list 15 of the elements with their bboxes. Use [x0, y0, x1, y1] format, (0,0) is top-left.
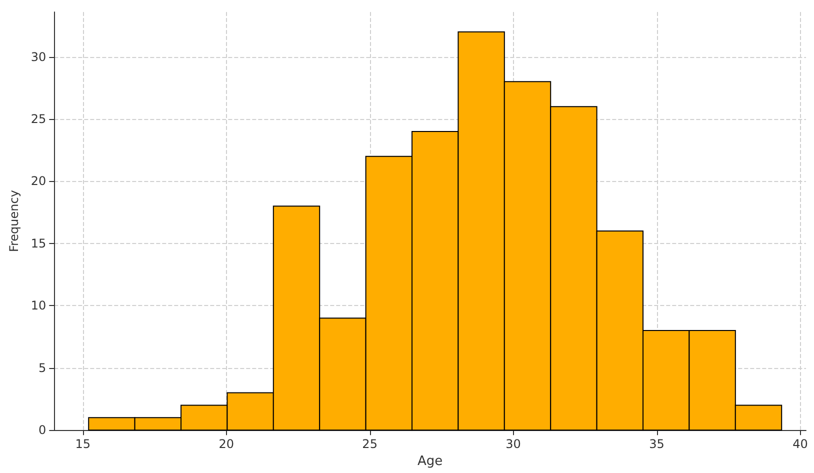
y-tick-label: 5	[38, 360, 46, 375]
y-tick-label: 30	[30, 50, 46, 64]
x-tick-label: 25	[362, 437, 378, 452]
x-tick-label: 40	[792, 437, 808, 452]
y-tick-label: 25	[30, 112, 46, 126]
x-tick-label: 35	[649, 437, 664, 452]
y-tick-label: 0	[38, 423, 46, 438]
y-tick-label: 10	[30, 298, 46, 313]
y-tick-label: 20	[30, 174, 46, 188]
x-tick-label: 20	[218, 437, 234, 452]
y-axis-title: Frequency	[7, 190, 21, 252]
y-tick-label: 15	[30, 236, 46, 250]
x-tick-label: 30	[506, 437, 521, 452]
x-tick-label: 15	[75, 437, 91, 452]
x-axis-title: Age	[418, 454, 443, 469]
